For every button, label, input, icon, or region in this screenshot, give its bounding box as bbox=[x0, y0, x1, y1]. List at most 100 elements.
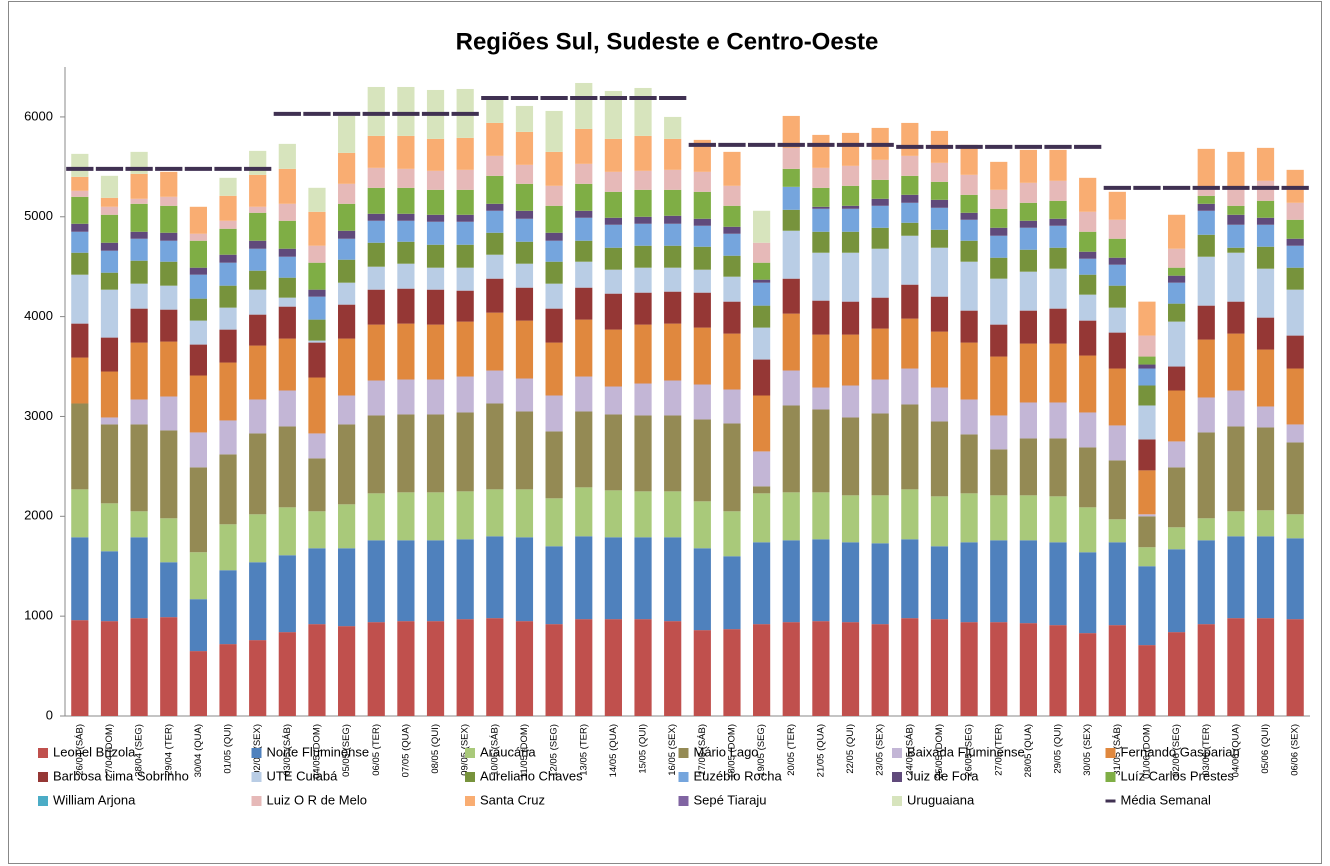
bar-segment bbox=[160, 205, 178, 233]
bar-segment bbox=[930, 199, 949, 208]
bar-segment bbox=[545, 205, 563, 233]
bar-segment bbox=[901, 489, 919, 540]
bar-segment bbox=[219, 195, 237, 221]
bar-segment bbox=[486, 403, 504, 490]
bar-segment bbox=[901, 235, 919, 285]
bar-segment bbox=[1138, 335, 1156, 357]
bar-segment bbox=[278, 507, 296, 556]
bar-segment bbox=[308, 342, 326, 378]
bar-segment bbox=[960, 342, 978, 400]
bar-segment bbox=[1108, 219, 1126, 239]
bar-segment bbox=[367, 242, 385, 267]
bar-segment bbox=[575, 240, 593, 262]
bar-segment bbox=[426, 189, 445, 215]
bar-segment bbox=[723, 185, 741, 206]
bar-segment bbox=[338, 338, 356, 396]
bar-segment bbox=[1286, 514, 1304, 539]
bar-segment bbox=[723, 629, 741, 716]
bar-segment bbox=[397, 263, 415, 289]
bar-segment bbox=[219, 307, 237, 330]
bar-segment bbox=[871, 198, 889, 206]
bar-segment bbox=[367, 540, 385, 623]
bar-segment bbox=[456, 169, 474, 190]
bar-segment bbox=[1138, 368, 1156, 386]
bar-segment bbox=[1197, 518, 1215, 541]
bar-segment bbox=[841, 205, 860, 209]
bar-segment bbox=[930, 296, 949, 332]
bar-segment bbox=[397, 414, 415, 493]
bar-segment bbox=[515, 411, 534, 490]
bar-segment bbox=[575, 411, 593, 488]
legend-label: Baixada Fluminense bbox=[907, 744, 1025, 759]
bar-segment bbox=[1197, 195, 1215, 204]
legend-swatch bbox=[1105, 748, 1116, 758]
x-tick-label: 26/05 (SEG) bbox=[964, 724, 975, 777]
bar-segment bbox=[1227, 247, 1245, 253]
bar-segment bbox=[634, 189, 652, 217]
bar-segment bbox=[515, 183, 534, 211]
bar-segment bbox=[693, 384, 711, 420]
bar-segment bbox=[71, 403, 89, 490]
bar-segment bbox=[278, 277, 296, 298]
bar-segment bbox=[1138, 301, 1156, 336]
bar-segment bbox=[397, 168, 415, 188]
bar-segment bbox=[71, 176, 89, 191]
bar-segment bbox=[1197, 210, 1215, 235]
bar-segment bbox=[486, 536, 504, 619]
bar-segment bbox=[130, 231, 148, 239]
bar-segment bbox=[782, 168, 800, 187]
bar-segment bbox=[990, 495, 1008, 541]
bar-segment bbox=[1227, 224, 1245, 248]
bar-segment bbox=[960, 310, 978, 343]
bar-segment bbox=[397, 135, 415, 169]
bar-segment bbox=[841, 132, 860, 166]
bar-segment bbox=[575, 183, 593, 211]
bar-segment bbox=[1286, 219, 1304, 239]
bar-segment bbox=[278, 248, 296, 257]
bar-segment bbox=[160, 518, 178, 563]
bar-segment bbox=[901, 175, 919, 195]
bar-segment bbox=[308, 319, 326, 341]
bar-segment bbox=[397, 323, 415, 380]
bar-segment bbox=[871, 543, 889, 625]
x-tick-label: 20/05 (TER) bbox=[786, 724, 797, 776]
bar-segment bbox=[753, 451, 771, 487]
x-tick-label: 03/05 (SÁB) bbox=[282, 724, 293, 776]
bar-segment bbox=[841, 334, 860, 386]
bar-segment bbox=[1197, 188, 1215, 196]
bar-segment bbox=[249, 270, 267, 290]
bar-segment bbox=[901, 122, 919, 156]
bar-segment bbox=[1108, 519, 1126, 543]
bar-segment bbox=[71, 537, 89, 621]
legend-swatch bbox=[251, 772, 262, 782]
bar-segment bbox=[1108, 257, 1126, 265]
bar-segment bbox=[960, 212, 978, 220]
bar-segment bbox=[1168, 321, 1186, 367]
bar-segment bbox=[753, 624, 771, 716]
bar-segment bbox=[1286, 267, 1304, 290]
bar-segment bbox=[1079, 211, 1097, 232]
bar-segment bbox=[1286, 619, 1304, 716]
bar-segment bbox=[1256, 317, 1275, 350]
bar-segment bbox=[1019, 495, 1037, 541]
bar-segment bbox=[338, 282, 356, 305]
bar-segment bbox=[990, 208, 1008, 228]
bar-segment bbox=[1256, 147, 1275, 181]
bar-segment bbox=[486, 232, 504, 255]
bar-segment bbox=[130, 342, 148, 400]
x-tick-label: 29/04 (TER) bbox=[163, 724, 174, 776]
legend-swatch bbox=[892, 748, 902, 758]
bar-segment bbox=[604, 217, 622, 225]
bar-segment bbox=[575, 536, 593, 620]
bar-segment bbox=[1049, 308, 1067, 344]
bar-segment bbox=[634, 619, 652, 716]
bar-segment bbox=[723, 301, 741, 334]
x-tick-label: 27/04 (DOM) bbox=[104, 724, 115, 779]
bar-segment bbox=[1168, 549, 1186, 633]
x-tick-label: 25/05 (DOM) bbox=[934, 724, 945, 779]
bar-segment bbox=[1108, 285, 1126, 308]
legend-swatch bbox=[892, 772, 902, 782]
x-tick-label: 02/06 (SEG) bbox=[1171, 724, 1182, 777]
bar-segment bbox=[189, 233, 207, 241]
bar-segment bbox=[189, 274, 207, 299]
